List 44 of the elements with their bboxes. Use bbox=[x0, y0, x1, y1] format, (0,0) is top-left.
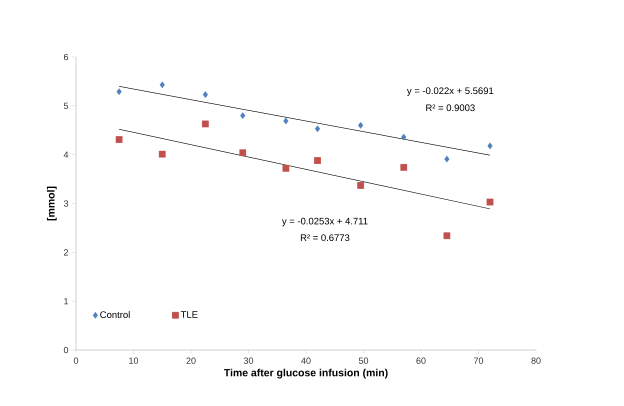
point bbox=[487, 142, 493, 150]
point bbox=[160, 81, 165, 88]
annotation: y = -0.0253x + 4.711 bbox=[282, 218, 368, 226]
x-tick-label: 60 bbox=[416, 358, 426, 364]
annotation: y = -0.022x + 5.5691 bbox=[406, 87, 494, 96]
point bbox=[116, 88, 122, 96]
point bbox=[443, 232, 450, 240]
x-axis-title: Time after glucose infusion (min) bbox=[224, 368, 388, 378]
y-tick-label: 1 bbox=[64, 298, 68, 304]
x-tick-label: 30 bbox=[244, 358, 254, 364]
x-tick-label: 0 bbox=[74, 358, 78, 364]
x-tick-label: 40 bbox=[301, 358, 311, 364]
legend-label: TLE bbox=[180, 311, 198, 318]
x-tick-label: 20 bbox=[186, 358, 196, 364]
point bbox=[283, 118, 288, 124]
point bbox=[314, 125, 320, 132]
y-tick-label: 2 bbox=[64, 249, 68, 256]
annotation: R² = 0.9003 bbox=[426, 104, 475, 112]
point bbox=[358, 122, 364, 129]
point bbox=[202, 120, 209, 128]
x-tick-label: 70 bbox=[474, 358, 484, 364]
y-tick-label: 0 bbox=[64, 346, 68, 354]
x-tick-label: 50 bbox=[358, 358, 368, 364]
y-tick-label: 5 bbox=[64, 102, 68, 109]
point bbox=[486, 198, 494, 206]
annotation: R² = 0.6773 bbox=[300, 234, 350, 242]
point bbox=[357, 182, 364, 189]
point bbox=[239, 149, 246, 156]
point bbox=[240, 112, 246, 119]
point bbox=[444, 156, 450, 162]
x-tick-label: 80 bbox=[531, 358, 541, 364]
point bbox=[116, 136, 123, 143]
y-tick-label: 6 bbox=[64, 54, 68, 60]
point bbox=[400, 164, 408, 171]
point bbox=[314, 157, 321, 164]
x-tick-label: 10 bbox=[129, 358, 138, 364]
y-tick-label: 4 bbox=[64, 152, 68, 158]
y-tick-label: 3 bbox=[64, 200, 68, 207]
point bbox=[401, 134, 406, 140]
point bbox=[282, 164, 290, 172]
y-axis-title: [mmol] bbox=[46, 186, 57, 220]
legend-label: Control bbox=[100, 311, 130, 318]
point bbox=[202, 91, 208, 98]
point bbox=[158, 150, 166, 158]
